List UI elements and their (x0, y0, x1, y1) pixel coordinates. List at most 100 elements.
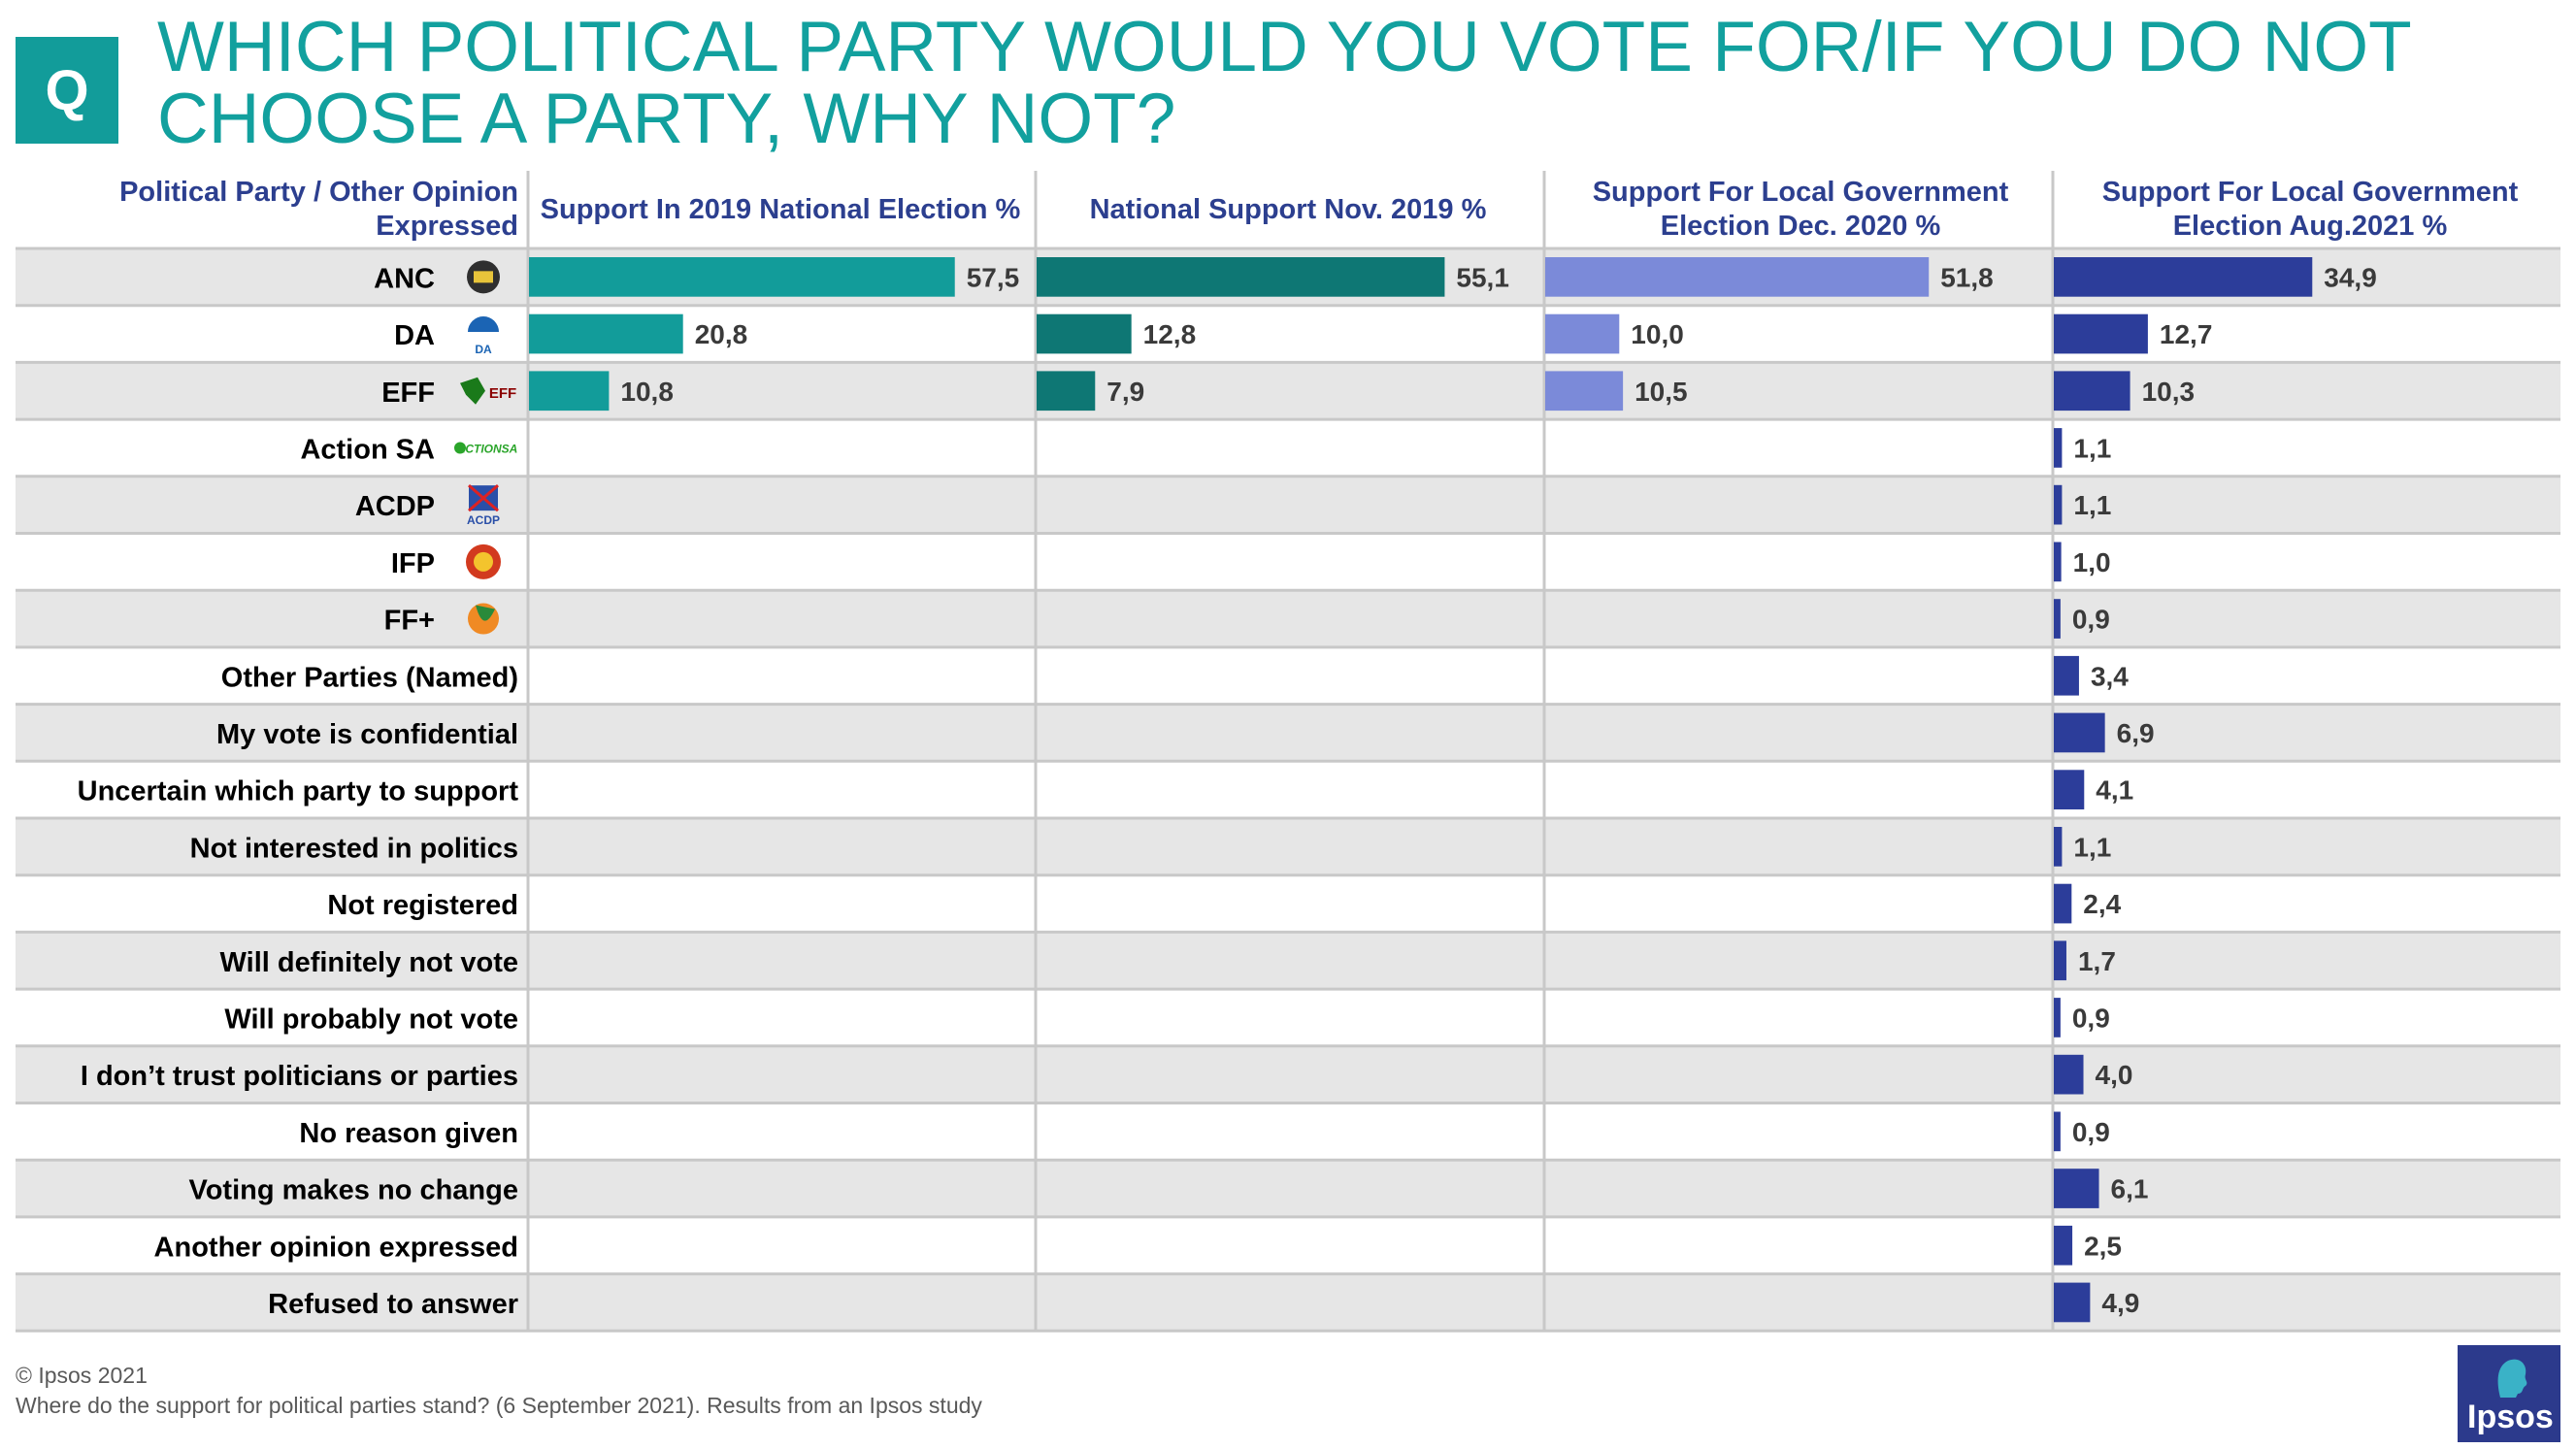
row-band (16, 704, 2560, 762)
series-aug-2021-data-label: 34,9 (2324, 262, 2377, 292)
series-2019-election-data-label: 20,8 (695, 319, 748, 349)
row-band (16, 476, 2560, 534)
category-label: EFF (381, 378, 435, 409)
series-aug-2021-bar (2054, 1282, 2091, 1323)
category-label: Will definitely not vote (220, 947, 518, 978)
series-2019-election-data-label: 57,5 (967, 262, 1020, 292)
row-band (16, 362, 2560, 420)
category-label: Other Parties (Named) (221, 662, 518, 693)
series-aug-2021-bar (2054, 770, 2085, 809)
series-aug-2021-data-label: 0,9 (2072, 1117, 2110, 1147)
series-aug-2021-bar (2054, 542, 2062, 582)
category-label: ACDP (355, 491, 435, 522)
series-aug-2021-data-label: 3,4 (2091, 661, 2129, 691)
series-nov-2019-bar (1037, 257, 1445, 297)
category-label: FF+ (384, 606, 435, 637)
category-label: Another opinion expressed (154, 1232, 518, 1263)
series-aug-2021-data-label: 10,3 (2142, 377, 2196, 407)
series-dec-2020-data-label: 10,5 (1635, 377, 1688, 407)
series-2019-election-bar (529, 313, 683, 354)
row-band (16, 818, 2560, 875)
series-aug-2021-data-label: 2,4 (2083, 889, 2121, 919)
series-aug-2021-data-label: 1,0 (2073, 547, 2111, 577)
acdp-logo-text: ACDP (467, 513, 500, 527)
series-dec-2020-data-label: 51,8 (1940, 262, 1993, 292)
category-label: My vote is confidential (216, 719, 518, 750)
category-label: Will probably not vote (224, 1004, 518, 1035)
series-nov-2019-data-label: 12,8 (1143, 319, 1197, 349)
category-label: Not registered (327, 890, 518, 921)
series-aug-2021-data-label: 1,1 (2073, 490, 2111, 520)
copyright-text: © Ipsos 2021 (16, 1363, 148, 1388)
source-text: Where do the support for political parti… (16, 1393, 982, 1418)
series-aug-2021-bar (2054, 428, 2063, 468)
series-aug-2021-bar (2054, 998, 2061, 1037)
series-aug-2021-data-label: 0,9 (2072, 1003, 2110, 1033)
category-label: I don’t trust politicians or parties (81, 1061, 518, 1092)
series-header-aug-2021: Support For Local Government Election Au… (2101, 177, 2519, 242)
category-label: Voting makes no change (189, 1175, 518, 1206)
series-aug-2021-bar (2054, 655, 2079, 696)
series-aug-2021-data-label: 4,1 (2096, 775, 2133, 806)
series-aug-2021-bar (2054, 827, 2063, 867)
series-nov-2019-bar (1037, 371, 1096, 412)
series-aug-2021-bar (2054, 313, 2148, 354)
label-column-header: Political Party / Other Opinion Expresse… (119, 177, 518, 242)
series-aug-2021-data-label: 4,0 (2096, 1060, 2133, 1090)
da-logo-icon (468, 316, 499, 333)
ifp-logo-center (474, 551, 493, 572)
series-nov-2019-bar (1037, 313, 1132, 354)
row-band (16, 590, 2560, 647)
category-label: IFP (391, 548, 435, 579)
category-label: No reason given (299, 1118, 518, 1149)
series-dec-2020-bar (1545, 257, 1930, 297)
row-band (16, 932, 2560, 990)
series-header-2019-election: Support In 2019 National Election % (540, 193, 1021, 225)
ipsos-logo: Ipsos (2458, 1345, 2560, 1442)
series-aug-2021-data-label: 1,7 (2078, 946, 2116, 976)
series-aug-2021-data-label: 6,9 (2117, 718, 2155, 748)
series-aug-2021-bar (2054, 371, 2130, 412)
series-aug-2021-bar (2054, 1111, 2061, 1152)
series-dec-2020-bar (1545, 313, 1620, 354)
page-title: WHICH POLITICAL PARTY WOULD YOU VOTE FOR… (157, 8, 2411, 158)
ffplus-logo-leaf (476, 605, 495, 621)
row-band (16, 1160, 2560, 1217)
series-aug-2021-bar (2054, 1169, 2099, 1208)
series-nov-2019-data-label: 55,1 (1456, 262, 1509, 292)
acdp-logo-cross (468, 484, 499, 512)
series-aug-2021-bar (2054, 484, 2063, 525)
actionsa-logo-text: ACTIONSA (456, 442, 518, 455)
question-badge: Q (16, 37, 118, 144)
series-aug-2021-data-label: 6,1 (2111, 1174, 2149, 1204)
bar-chart: ANC DA DA EFF EFF Action SA ACTIONSA ACDP ACDP IF… (16, 171, 2560, 1333)
series-2019-election-bar (529, 371, 610, 412)
series-aug-2021-bar (2054, 1054, 2084, 1095)
category-label: Refused to answer (268, 1289, 518, 1320)
row-band (16, 1045, 2560, 1103)
series-aug-2021-data-label: 2,5 (2084, 1231, 2122, 1261)
category-label: Action SA (300, 434, 435, 465)
series-aug-2021-data-label: 1,1 (2073, 832, 2111, 862)
series-aug-2021-data-label: 0,9 (2072, 605, 2110, 635)
series-aug-2021-bar (2054, 940, 2066, 981)
eff-logo-text: EFF (489, 385, 516, 402)
category-label: ANC (374, 263, 435, 294)
category-label: Not interested in politics (190, 833, 518, 864)
series-header-dec-2020: Support For Local Government Election De… (1592, 177, 2009, 242)
anc-logo-stripe (474, 271, 493, 283)
series-aug-2021-data-label: 12,7 (2160, 319, 2213, 349)
series-aug-2021-data-label: 4,9 (2101, 1288, 2139, 1318)
series-aug-2021-bar (2054, 712, 2105, 753)
ipsos-head-icon (2497, 1359, 2527, 1398)
series-aug-2021-bar (2054, 257, 2313, 297)
da-logo-text: DA (475, 343, 492, 356)
category-label: Uncertain which party to support (78, 776, 519, 807)
category-label: DA (394, 320, 435, 351)
series-header-nov-2019: National Support Nov. 2019 % (1089, 193, 1487, 225)
ipsos-logo-text: Ipsos (2467, 1399, 2554, 1435)
series-dec-2020-bar (1545, 371, 1624, 412)
series-2019-election-data-label: 10,8 (620, 377, 674, 407)
series-aug-2021-data-label: 1,1 (2073, 433, 2111, 463)
series-aug-2021-bar (2054, 883, 2072, 924)
